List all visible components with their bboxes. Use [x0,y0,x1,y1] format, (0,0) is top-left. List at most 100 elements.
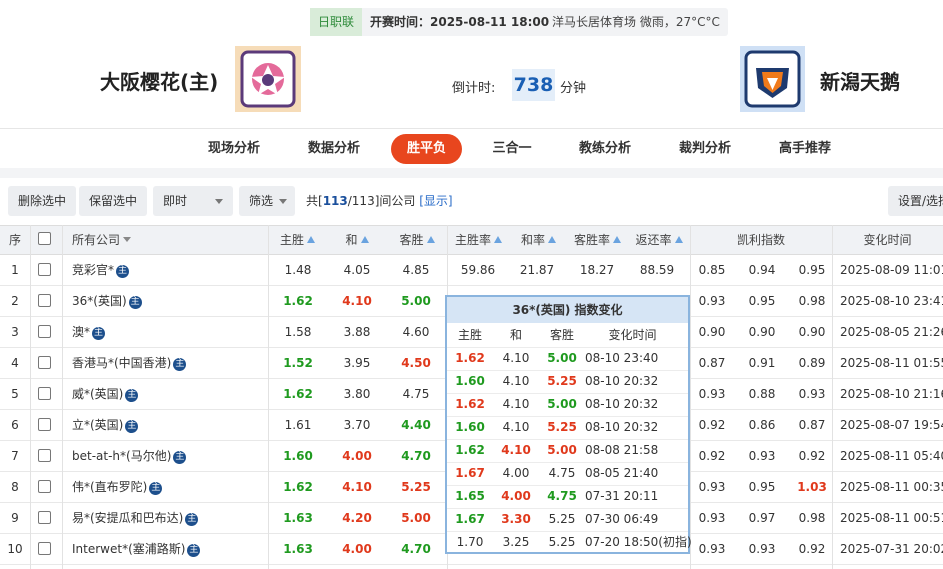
row-line [0,564,943,565]
header-cell: 和 [327,225,387,255]
keep-button[interactable]: 保留选中 [79,186,148,216]
rate: 59.86 [460,263,496,277]
popup-odds: 5.00 [547,351,577,365]
main-badge: 主 [149,482,163,495]
select-text: 即时 [163,194,188,208]
row-number: 3 [11,325,19,339]
checkbox[interactable] [38,449,51,462]
row-number: 8 [11,480,19,494]
change-time: 2025-08-11 00:51 [840,511,943,525]
kelly: 0.89 [798,356,826,370]
popup-odds: 1.62 [455,397,485,411]
checkbox[interactable] [38,480,51,493]
odds: 4.70 [401,449,431,463]
match-info-bar [310,8,728,36]
odds: 1.48 [284,263,312,277]
popup-row-line [447,508,688,509]
popup-time: 07-30 06:49 [585,512,659,526]
company-name: 竞彩官* 主 [72,263,130,278]
checkbox[interactable] [38,294,51,307]
settings-button[interactable]: 设置/选择 [888,186,943,216]
odds: 5.00 [401,294,431,308]
popup-header: 客胜 [549,328,574,342]
popup-row-line [447,485,688,486]
tab[interactable]: 高手推荐 [778,141,831,156]
popup-odds: 5.00 [547,397,577,411]
checkbox[interactable] [38,387,51,400]
popup-odds: 5.25 [548,535,576,549]
checkbox[interactable] [38,263,51,276]
kelly: 0.93 [698,294,726,308]
popup-odds: 5.25 [547,420,577,434]
count-suffix: /113]间公司 [347,194,416,208]
delete-button[interactable]: 删除选中 [8,186,77,216]
odds: 4.05 [343,263,371,277]
tab[interactable]: 三合一 [492,141,532,156]
company-name: 威*(英国) 主 [72,387,139,402]
venue: 洋马长居体育场 微雨，27°C°C [552,15,720,29]
column-line [690,225,691,569]
company-name: 易*(安提瓜和巴布达) 主 [72,511,199,526]
checkbox[interactable] [38,356,51,369]
change-time: 2025-08-09 11:01 [840,263,943,277]
row-line [0,285,943,286]
tab[interactable]: 现场分析 [207,141,260,156]
tab[interactable]: 裁判分析 [678,141,731,156]
popup-odds: 1.60 [455,420,485,434]
popup-odds: 4.10 [502,374,530,388]
odds: 3.95 [343,356,371,370]
popup-odds: 1.60 [455,374,485,388]
header-cell: 序 [8,233,21,247]
change-time: 2025-08-10 21:16 [840,387,943,401]
tab[interactable]: 胜平负 [391,134,462,164]
popup-odds: 4.10 [501,443,531,457]
kelly: 0.95 [748,294,776,308]
show-link[interactable]: [显示] [419,194,453,208]
change-time: 2025-08-11 05:40 [840,449,943,463]
popup-odds: 4.75 [547,489,577,503]
popup-time: 08-10 20:32 [585,397,659,411]
odds: 4.00 [342,449,372,463]
popup-row-line [447,462,688,463]
mode-select[interactable]: 即时 [153,186,233,216]
row-number: 7 [11,449,19,463]
kelly: 0.92 [698,449,726,463]
header-cell: 主胜率 [447,225,510,255]
main-badge: 主 [173,358,187,371]
checkbox[interactable] [38,325,51,338]
change-time: 2025-08-07 19:54 [840,418,943,432]
odds: 3.80 [343,387,371,401]
filter-select[interactable]: 筛选 [239,186,295,216]
band [0,168,943,178]
away-logo [740,46,805,112]
header-cell: 返还率 [628,225,690,255]
league: 日职联 [310,8,362,36]
checkbox[interactable] [38,542,51,555]
kelly: 0.93 [698,480,726,494]
countdown: 738 [512,69,555,101]
away-team: 新潟天鹅 [820,70,900,94]
row-number: 4 [11,356,19,370]
tab[interactable]: 教练分析 [578,141,631,156]
kelly: 0.98 [798,511,826,525]
company-name: Interwet*(塞浦路斯) 主 [72,542,201,557]
odds: 1.60 [283,449,313,463]
checkbox[interactable] [38,232,51,245]
checkbox[interactable] [38,511,51,524]
popup-header: 变化时间 [608,328,657,342]
popup-time: 08-10 20:32 [585,420,659,434]
odds: 1.61 [284,418,312,432]
popup-odds: 4.10 [502,420,530,434]
checkbox[interactable] [38,418,51,431]
main-badge: 主 [128,296,142,309]
tab[interactable]: 数据分析 [307,141,360,156]
popup-odds: 4.75 [548,466,576,480]
kelly: 0.93 [698,542,726,556]
odds: 1.62 [283,480,313,494]
kelly: 0.97 [748,511,776,525]
header-cell: 客胜率 [567,225,628,255]
popup-odds: 5.00 [547,443,577,457]
popup-odds: 5.25 [547,374,577,388]
popup-time: 08-08 21:58 [585,443,659,457]
odds: 1.52 [283,356,313,370]
